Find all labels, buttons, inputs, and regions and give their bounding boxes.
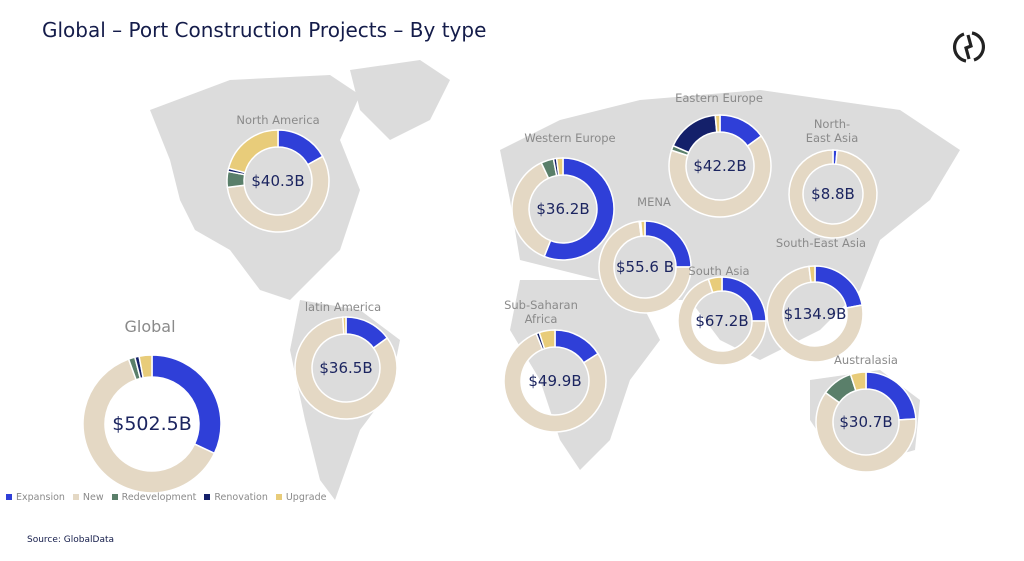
region-total: $30.7B [839,413,893,431]
donut-segment-new [668,134,772,218]
donut-segment-new [766,265,864,363]
donut-segment-upgrade [808,265,816,284]
legend-label: Upgrade [285,492,327,503]
region-label: South Asia [688,264,750,278]
region-total: $67.2B [695,312,749,330]
donut-segment-new [677,278,767,366]
donut-segment-new [503,332,607,433]
region-label: Sub-Saharan Africa [504,298,578,326]
region-total: $36.5B [319,359,373,377]
region-total: $40.3B [251,172,305,190]
donut-segment-upgrade [849,371,867,392]
legend-item: New [72,492,104,503]
legend-swatch [6,494,12,500]
region-label: Eastern Europe [675,91,763,105]
region-total: $42.2B [693,157,747,175]
donut-segment-new [82,358,216,494]
region-label: Global [124,317,176,336]
donut-segment-upgrade [227,129,279,174]
donut-segment-new [226,155,330,233]
donut-segment-new [294,316,398,420]
region-label: North America [236,113,320,127]
region-label: South-East Asia [775,236,867,250]
region-total: $8.8B [811,185,855,203]
donut-segment-upgrade [538,329,556,350]
region-total: $134.9B [783,305,847,323]
legend-swatch [111,494,118,500]
region-total: $36.2B [536,200,590,218]
globaldata-logo-icon [953,31,985,63]
legend-item: Upgrade [275,492,327,503]
page-title: Global – Port Construction Projects – By… [42,18,487,42]
donut-segment-renovation [672,114,718,154]
region-total: $49.9B [528,372,582,390]
legend-item: Renovation [204,492,268,503]
legend-label: Expansion [16,492,65,503]
donut-segment-expansion [151,354,222,455]
legend-item: Redevelopment [111,492,197,503]
region-label: latin America [304,300,382,314]
donut-segment-upgrade [707,276,723,294]
legend: Expansion New Redevelopment Renovation Upgra… [6,492,326,503]
region-label: MENA [637,195,671,209]
legend-item: Expansion [6,492,65,503]
donut-segment-upgrade [138,354,153,379]
donut-segment-new [788,149,878,239]
legend-swatch [275,494,282,500]
region-total: $502.5B [112,413,192,435]
donut-segment-new [815,391,917,473]
region-label: North-East Asia [805,117,859,145]
source-note: Source: GlobalData [27,535,115,545]
legend-label: Redevelopment [121,492,197,503]
legend-swatch [204,494,211,500]
region-label: Australasia [834,353,898,367]
donut-segment-new [598,220,692,314]
legend-label: Renovation [214,492,268,503]
donut-segment-expansion [814,265,864,309]
donut-segment-expansion [543,157,615,261]
legend-label: New [82,492,104,503]
region-total: $55.6 B [615,258,675,276]
donut-segment-upgrade [714,114,721,133]
donut-segment-upgrade [555,157,564,177]
legend-swatch [72,494,79,500]
region-label: Western Europe [524,131,616,145]
donut-segment-upgrade [342,316,347,335]
donut-segment-upgrade [639,220,646,237]
